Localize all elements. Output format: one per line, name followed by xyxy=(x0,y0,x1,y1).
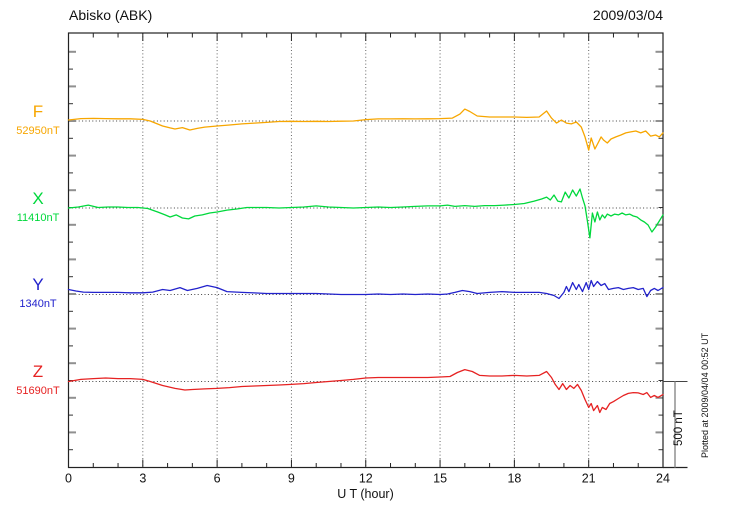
x-tick-label: 0 xyxy=(65,472,72,486)
x-tick-label: 9 xyxy=(288,472,295,486)
x-tick-label: 21 xyxy=(582,472,596,486)
component-letter-y: Y xyxy=(32,275,44,294)
scale-bar-label: 500 nT xyxy=(673,410,685,446)
component-letter-z: Z xyxy=(32,362,44,381)
component-baseline-y: 1340nT xyxy=(19,298,57,310)
x-tick-label: 24 xyxy=(656,472,670,486)
component-baseline-z: 51690nT xyxy=(16,385,60,397)
component-baseline-x: 11410nT xyxy=(16,212,60,224)
trace-Y xyxy=(67,279,664,300)
component-label-y: Y 1340nT xyxy=(6,275,70,311)
date-label: 2009/03/04 xyxy=(592,7,663,23)
x-axis-label: U T (hour) xyxy=(337,487,394,501)
x-tick-label: 6 xyxy=(214,472,221,486)
component-label-f: F 52950nT xyxy=(6,102,70,138)
trace-F xyxy=(67,108,664,151)
component-letter-f: F xyxy=(32,102,44,121)
x-tick-label: 18 xyxy=(507,472,521,486)
x-tick-label: 12 xyxy=(359,472,373,486)
plotted-at-note: Plotted at 2009/04/04 00:52 UT xyxy=(700,332,710,458)
station-title: Abisko (ABK) xyxy=(69,7,153,23)
x-tick-label: 15 xyxy=(433,472,447,486)
trace-X xyxy=(67,188,664,239)
component-letter-x: X xyxy=(32,189,44,208)
plot-frame xyxy=(67,32,664,469)
component-baseline-f: 52950nT xyxy=(16,125,60,137)
x-tick-label: 3 xyxy=(139,472,146,486)
component-label-z: Z 51690nT xyxy=(6,362,70,398)
component-label-x: X 11410nT xyxy=(6,189,70,225)
trace-Z xyxy=(67,368,664,414)
